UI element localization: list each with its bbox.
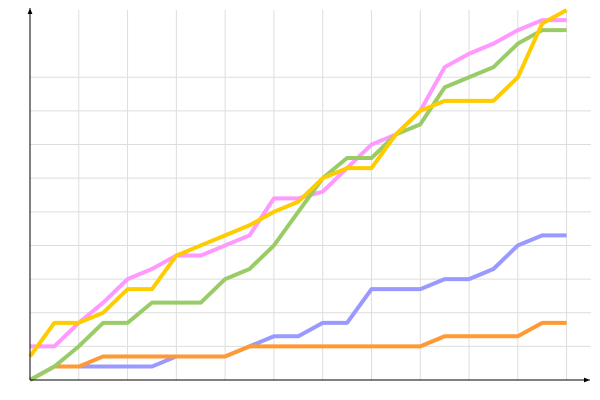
data-line: [29, 320, 567, 382]
grid: [30, 10, 591, 380]
plot-area: [28, 8, 568, 382]
data-line: [29, 233, 567, 382]
data-line: [29, 28, 567, 382]
data-line: [30, 18, 567, 349]
data-line: [28, 8, 568, 358]
